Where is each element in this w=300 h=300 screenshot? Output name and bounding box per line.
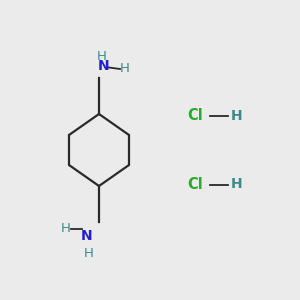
Text: H: H xyxy=(231,109,243,122)
Text: N: N xyxy=(81,229,93,242)
Text: N: N xyxy=(98,59,109,73)
Text: H: H xyxy=(120,62,129,76)
Text: Cl: Cl xyxy=(188,108,203,123)
Text: H: H xyxy=(84,247,93,260)
Text: H: H xyxy=(61,221,71,235)
Text: H: H xyxy=(231,178,243,191)
Text: Cl: Cl xyxy=(188,177,203,192)
Text: H: H xyxy=(97,50,107,64)
